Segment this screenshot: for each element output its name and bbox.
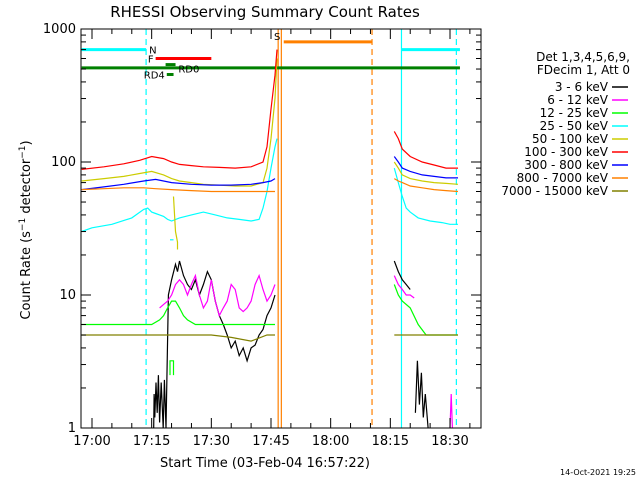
series-4-segment-0	[81, 58, 278, 187]
x-tick-label-4: 18:00	[312, 434, 349, 449]
legend-entry-7: 800 - 7000 keV	[517, 171, 609, 185]
series-2-segment-1	[169, 360, 175, 376]
y-label-mid: detector	[19, 158, 34, 218]
series-1-segment-1	[393, 275, 415, 299]
y-label-end: )	[19, 140, 34, 145]
series-3-segment-2	[393, 167, 458, 225]
x-axis-label: Start Time (03-Feb-04 16:57:22)	[160, 456, 370, 471]
x-tick-label-1: 17:15	[133, 434, 170, 449]
series-0-segment-2	[414, 360, 429, 428]
flag-label-rd0: RD0	[178, 65, 199, 76]
legend-entry-6: 300 - 800 keV	[524, 158, 608, 172]
legend-header-0: Det 1,3,4,5,6,9,	[536, 50, 630, 64]
series-7-segment-1	[393, 178, 459, 193]
series-6-segment-0	[81, 178, 276, 191]
series-7-segment-0	[81, 187, 275, 193]
series-4-segment-1	[172, 196, 179, 250]
x-tick-label-5: 18:15	[372, 434, 409, 449]
series-1-segment-2	[449, 393, 453, 428]
flag-label-s: S	[274, 32, 280, 43]
series-0-segment-0	[153, 260, 276, 428]
flag-label-n: N	[149, 46, 156, 57]
y-tick-label-2: 100	[51, 155, 76, 170]
series-4-segment-2	[393, 161, 459, 185]
y-tick-label-0: 1	[68, 421, 76, 436]
x-tick-label-3: 17:45	[252, 434, 289, 449]
y-tick-label-3: 1000	[43, 22, 76, 37]
x-tick-label-2: 17:30	[193, 434, 230, 449]
y-label-main: Count Rate (s	[19, 231, 34, 320]
series-0-segment-1	[393, 260, 411, 290]
legend-entry-4: 50 - 100 keV	[532, 132, 609, 146]
legend-entry-2: 12 - 25 keV	[540, 106, 609, 120]
chart-title: RHESSI Observing Summary Count Rates	[110, 3, 420, 21]
y-label-sup1: −1	[18, 218, 28, 231]
legend-entry-5: 100 - 300 keV	[524, 145, 608, 159]
legend-entry-1: 6 - 12 keV	[547, 93, 609, 107]
flag-label-f: F	[148, 55, 154, 66]
series-5-segment-0	[81, 49, 278, 170]
series-2-segment-0	[81, 300, 275, 326]
series-8-segment-0	[81, 334, 275, 342]
series-5-segment-1	[393, 131, 458, 169]
flag-label-rd4: RD4	[144, 70, 165, 81]
series-3-segment-0	[81, 138, 278, 233]
legend-entry-0: 3 - 6 keV	[555, 80, 609, 94]
y-tick-label-1: 10	[59, 288, 76, 303]
plot-frame	[80, 28, 482, 429]
series-1-segment-0	[159, 273, 276, 318]
series-6-segment-1	[393, 156, 458, 179]
legend-entry-8: 7000 - 15000 keV	[501, 184, 608, 198]
legend-entry-3: 25 - 50 keV	[540, 119, 609, 133]
x-tick-label-6: 18:30	[431, 434, 468, 449]
x-tick-label-0: 17:00	[73, 434, 110, 449]
timestamp: 14-Oct-2021 19:25	[560, 468, 636, 477]
plot-area	[81, 29, 460, 428]
y-label-sup2: −1	[18, 145, 28, 158]
y-axis-label: Count Rate (s−1 detector−1)	[18, 140, 34, 319]
legend-header-1: FDecim 1, Att 0	[537, 63, 630, 77]
